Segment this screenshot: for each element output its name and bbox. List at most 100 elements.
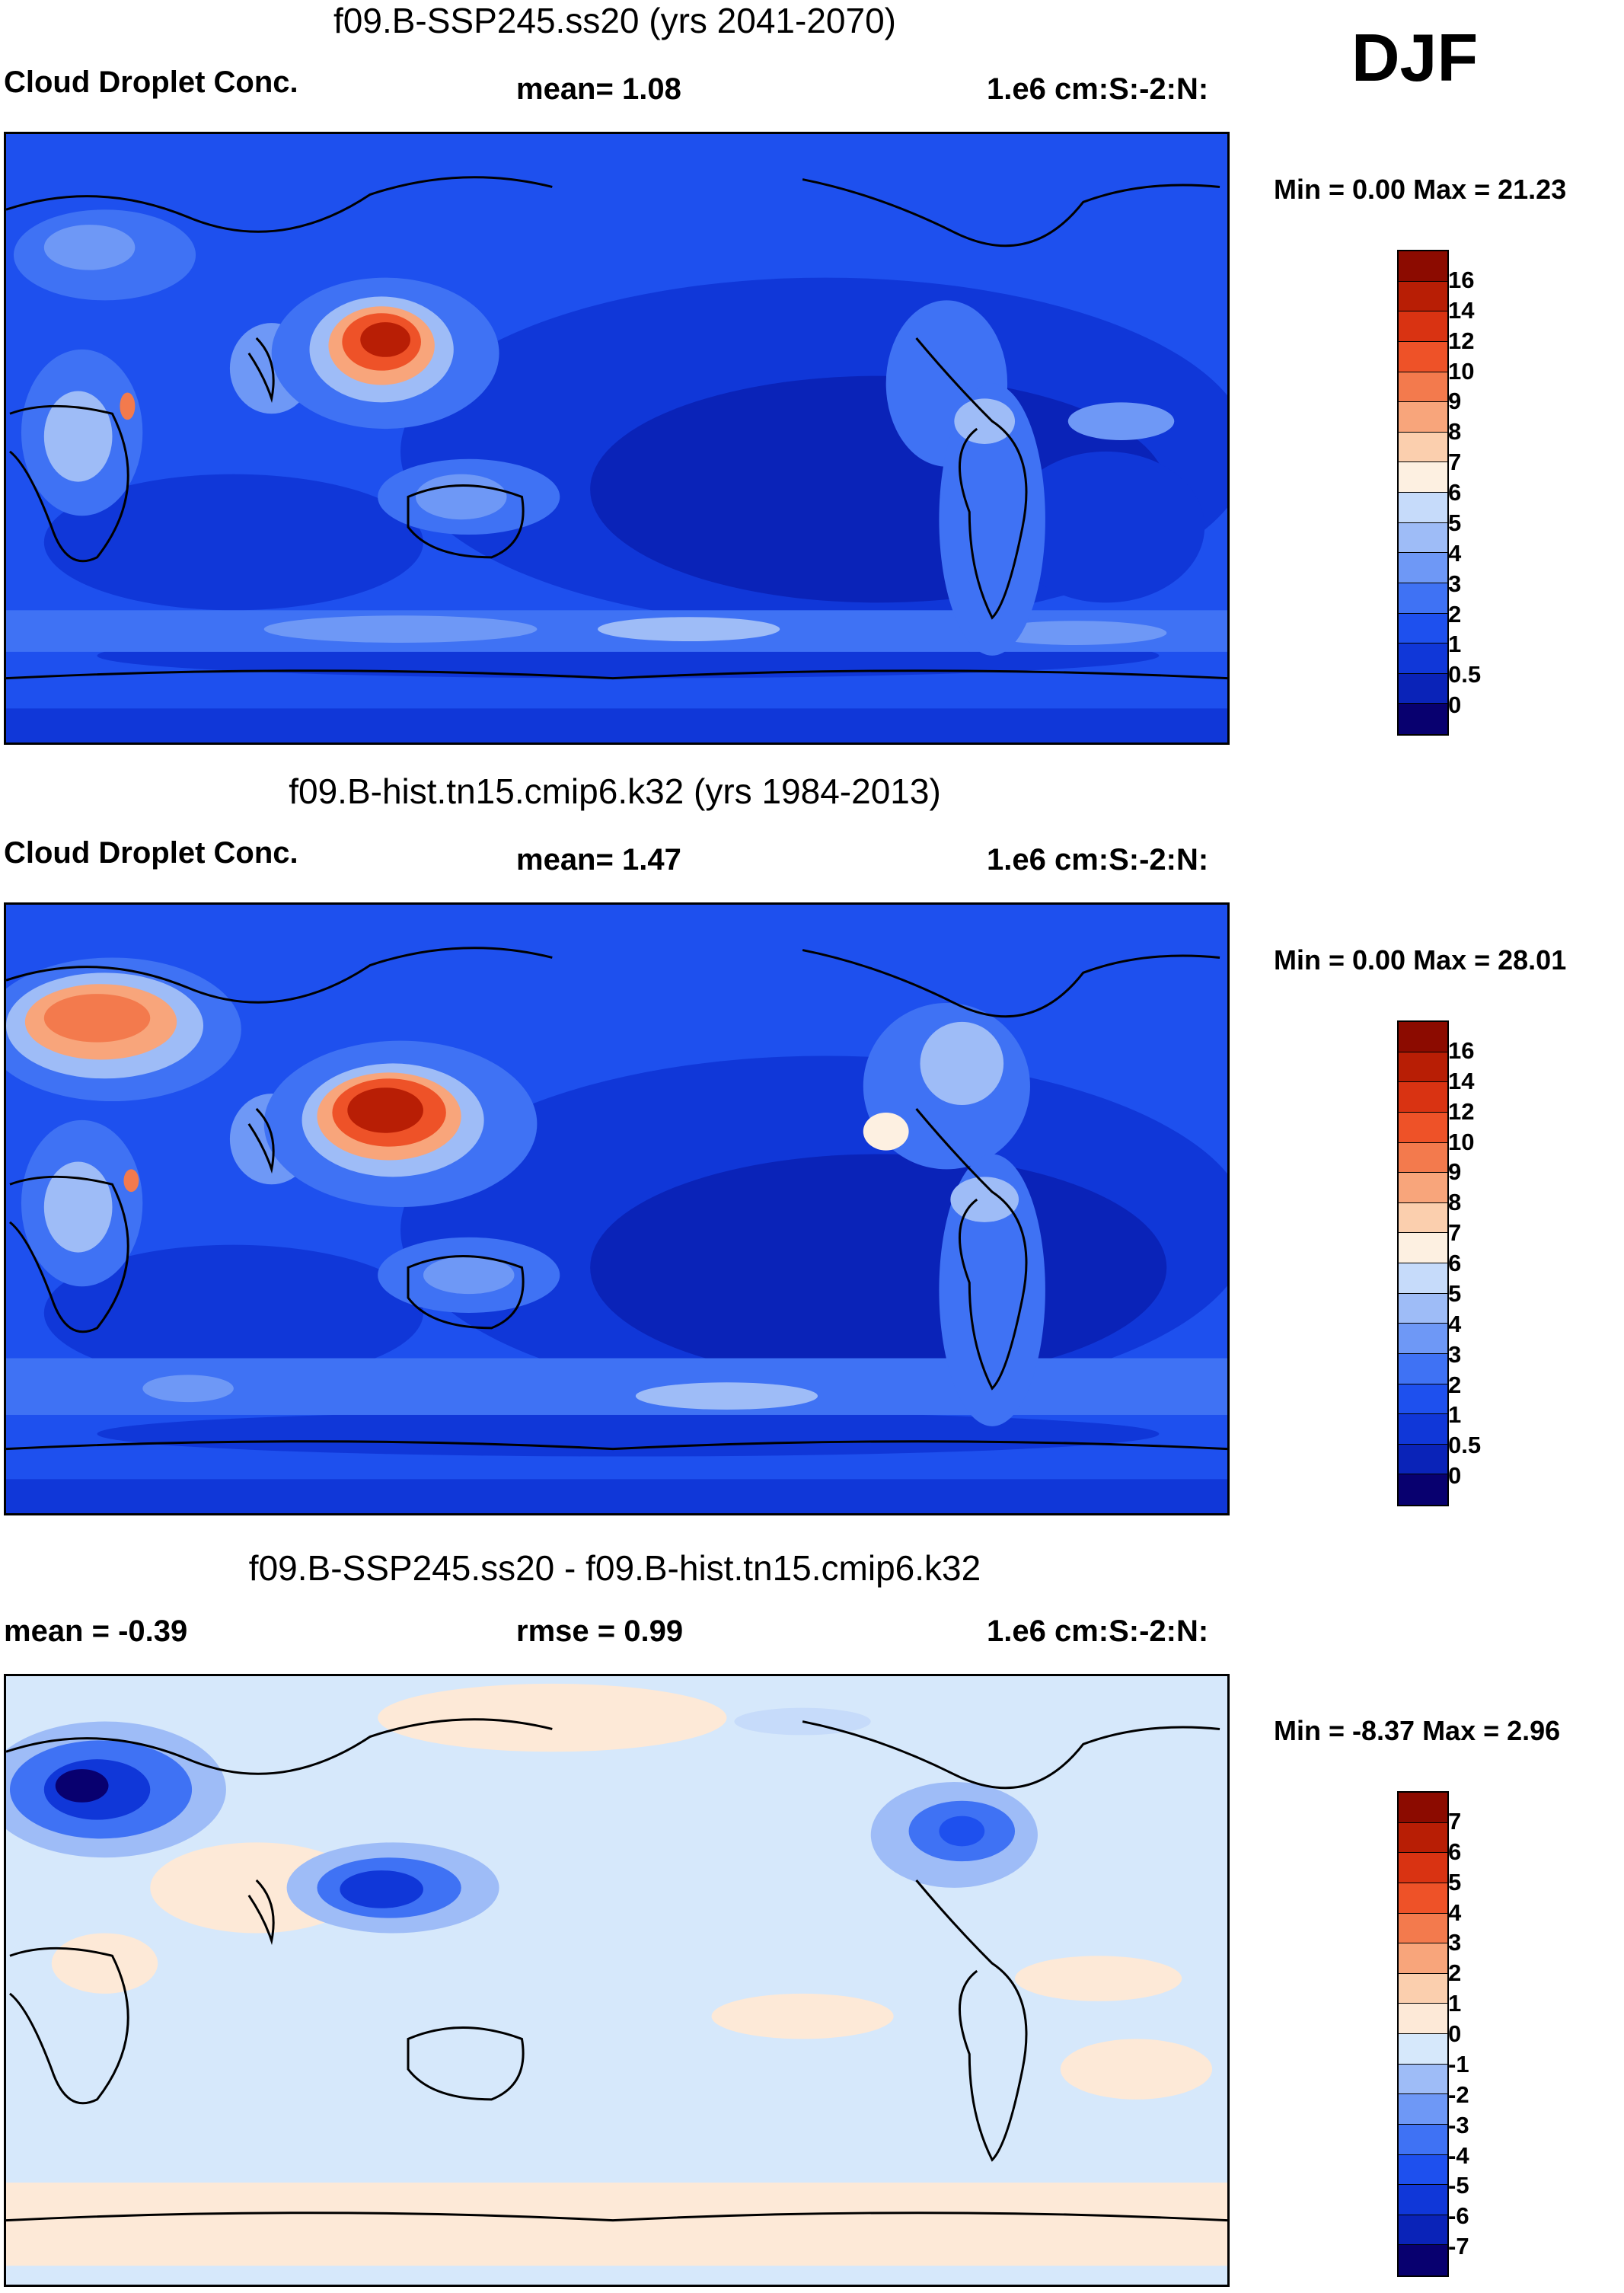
colorbar-box [1399, 2034, 1447, 2065]
colorbar-tick-label: 14 [1448, 296, 1475, 324]
colorbar-tick-label: 9 [1448, 1158, 1462, 1186]
colorbar-tick-label: 10 [1448, 357, 1475, 385]
colorbar-box [1399, 2094, 1447, 2125]
panel-rmse-label: rmse = 0.99 [516, 1614, 684, 1648]
colorbar-box [1399, 462, 1447, 493]
colorbar-box [1399, 281, 1447, 312]
colorbar-box [1399, 1324, 1447, 1354]
season-label: DJF [1351, 20, 1479, 95]
colorbar-tick-label: 7 [1448, 1219, 1462, 1247]
panel-variable-label: Cloud Droplet Conc. [4, 836, 298, 870]
panel-mean-label: mean= 1.47 [516, 843, 681, 877]
colorbar-tick-label: 12 [1448, 1097, 1475, 1125]
panel-units-label: 1.e6 cm:S:-2:N: [987, 72, 1209, 106]
colorbar-tick-label: 8 [1448, 418, 1462, 446]
colorbar-tick-label: 3 [1448, 570, 1462, 597]
colorbar [1397, 1791, 1449, 2277]
colorbar-box [1399, 1233, 1447, 1263]
colorbar-box [1399, 1474, 1447, 1505]
colorbar-tick-label: 16 [1448, 1036, 1475, 1064]
colorbar-tick-label: -2 [1448, 2081, 1469, 2108]
colorbar-box [1399, 1142, 1447, 1174]
colorbar-tick-label: 6 [1448, 1250, 1462, 1276]
colorbar-box [1399, 1112, 1447, 1143]
colorbar-tick-label: 14 [1448, 1067, 1475, 1094]
colorbar-tick-label: -7 [1448, 2233, 1469, 2260]
colorbar-box [1399, 1384, 1447, 1415]
colorbar-box [1399, 613, 1447, 644]
colorbar-tick-label: -4 [1448, 2141, 1469, 2169]
colorbar-box [1399, 1082, 1447, 1113]
panel-title: f09.B-hist.tn15.cmip6.k32 (yrs 1984-2013… [289, 771, 941, 811]
panel-mean-label: mean= 1.08 [516, 72, 681, 106]
colorbar-box [1399, 1793, 1447, 1823]
colorbar-box [1399, 583, 1447, 614]
colorbar-box [1399, 2185, 1447, 2215]
colorbar-tick-label: 9 [1448, 388, 1462, 415]
colorbar-box [1399, 311, 1447, 342]
panel-minmax-label: Min = 0.00 Max = 28.01 [1274, 944, 1567, 976]
colorbar-box [1399, 1883, 1447, 1914]
colorbar-box [1399, 2215, 1447, 2246]
colorbar-box [1399, 1444, 1447, 1475]
colorbar-box [1399, 1202, 1447, 1234]
colorbar-box [1399, 1263, 1447, 1294]
colorbar-box [1399, 644, 1447, 674]
colorbar-box [1399, 553, 1447, 583]
colorbar-tick-label: -3 [1448, 2111, 1469, 2138]
colorbar-tick-label: -1 [1448, 2050, 1469, 2077]
colorbar-tick-label: 2 [1448, 1371, 1462, 1398]
colorbar-tick-label: 6 [1448, 479, 1462, 506]
panel-units-label: 1.e6 cm:S:-2:N: [987, 1614, 1209, 1648]
colorbar-box [1399, 2064, 1447, 2095]
panel-minmax-label: Min = 0.00 Max = 21.23 [1274, 174, 1567, 205]
colorbar [1397, 250, 1449, 736]
colorbar-box [1399, 2154, 1447, 2186]
colorbar-tick-label: 5 [1448, 1279, 1462, 1307]
colorbar-box [1399, 1853, 1447, 1883]
colorbar-box [1399, 522, 1447, 554]
colorbar-tick-label: 0 [1448, 2020, 1462, 2047]
colorbar-tick-label: 3 [1448, 1340, 1462, 1368]
panel-mean-label: mean = -0.39 [4, 1614, 188, 1648]
colorbar-tick-label: 6 [1448, 1838, 1462, 1865]
colorbar-box [1399, 1052, 1447, 1083]
colorbar-tick-label: 4 [1448, 1899, 1462, 1926]
colorbar-box [1399, 2124, 1447, 2155]
colorbar-tick-label: 5 [1448, 1868, 1462, 1895]
colorbar-tick-label: 0 [1448, 1462, 1462, 1490]
colorbar-tick-label: 5 [1448, 509, 1462, 536]
colorbar-box [1399, 372, 1447, 403]
colorbar-tick-label: 1 [1448, 1990, 1462, 2017]
colorbar-tick-label: 0.5 [1448, 661, 1482, 688]
panel-variable-label: Cloud Droplet Conc. [4, 65, 298, 99]
colorbar-tick-label: 16 [1448, 266, 1475, 293]
panel-units-label: 1.e6 cm:S:-2:N: [987, 843, 1209, 877]
colorbar [1397, 1020, 1449, 1506]
colorbar-tick-label: 7 [1448, 1807, 1462, 1835]
colorbar-tick-label: 1 [1448, 631, 1462, 658]
colorbar-box [1399, 2004, 1447, 2034]
colorbar-tick-label: 8 [1448, 1189, 1462, 1216]
colorbar-box [1399, 1173, 1447, 1203]
colorbar-tick-label: -5 [1448, 2172, 1469, 2199]
colorbar-tick-label: 10 [1448, 1128, 1475, 1155]
colorbar-box [1399, 251, 1447, 282]
colorbar-box [1399, 1022, 1447, 1052]
colorbar-box [1399, 341, 1447, 372]
colorbar-box [1399, 1414, 1447, 1445]
colorbar-tick-label: 3 [1448, 1929, 1462, 1956]
colorbar-box [1399, 402, 1447, 433]
colorbar-box [1399, 432, 1447, 463]
map-plot-difference [4, 1674, 1230, 2287]
colorbar-tick-label: 7 [1448, 449, 1462, 476]
colorbar-tick-label: 2 [1448, 1959, 1462, 1987]
colorbar-tick-label: 4 [1448, 539, 1462, 567]
colorbar-tick-label: 0.5 [1448, 1432, 1482, 1459]
colorbar-tick-label: 4 [1448, 1310, 1462, 1337]
colorbar-tick-label: 2 [1448, 600, 1462, 628]
panel-title: f09.B-SSP245.ss20 (yrs 2041-2070) [333, 1, 896, 40]
colorbar-box [1399, 1293, 1447, 1324]
map-plot-historical [4, 902, 1230, 1515]
map-plot-future [4, 132, 1230, 745]
